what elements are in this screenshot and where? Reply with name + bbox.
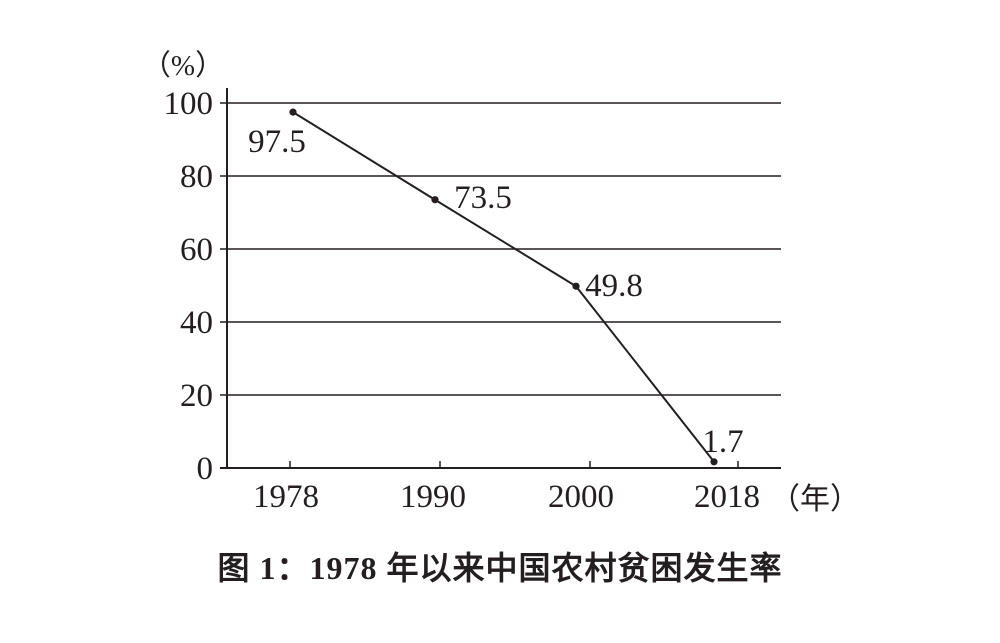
x-tick-label: 1978 bbox=[253, 479, 319, 515]
y-axis-unit-label: （%） bbox=[141, 50, 225, 82]
x-tick-label: 2000 bbox=[548, 479, 614, 515]
x-tick-label: 1990 bbox=[400, 479, 466, 515]
data-point-dot bbox=[710, 458, 718, 466]
x-axis-unit-label: （年） bbox=[770, 483, 860, 516]
data-line bbox=[292, 111, 715, 463]
data-point-label: 49.8 bbox=[585, 268, 643, 304]
x-tick-label: 2018 bbox=[694, 479, 760, 515]
data-point-dot bbox=[431, 196, 439, 204]
data-point-label: 1.7 bbox=[702, 424, 743, 460]
y-tick-label: 60 bbox=[180, 232, 213, 268]
chart-caption: 图 1：1978 年以来中国农村贫困发生率 bbox=[217, 550, 783, 586]
y-tick-label: 100 bbox=[164, 86, 214, 122]
y-tick-label: 40 bbox=[180, 305, 213, 341]
data-point-dot bbox=[289, 108, 297, 116]
y-tick-label: 20 bbox=[180, 378, 213, 414]
data-point-label: 97.5 bbox=[248, 124, 306, 160]
data-point-dot bbox=[572, 282, 580, 290]
data-point-label: 73.5 bbox=[454, 180, 512, 216]
y-tick-label: 80 bbox=[180, 159, 213, 195]
y-tick-label: 0 bbox=[197, 451, 214, 487]
